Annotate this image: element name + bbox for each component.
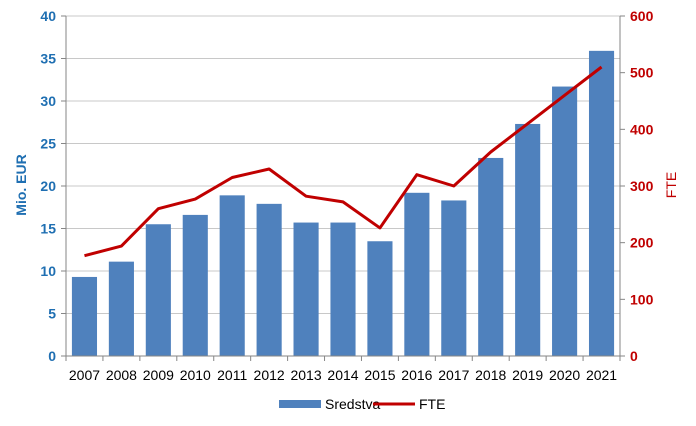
right-axis-title: FTE [663, 172, 679, 198]
bar-2018 [478, 157, 504, 356]
x-axis-ticks: 2007 2008 2009 2010 2011 2012 2013 2014 2015 2016… [69, 367, 617, 383]
right-tick-label: 400 [630, 121, 654, 137]
bar-2010 [182, 214, 208, 356]
left-tick-label: 30 [40, 93, 56, 109]
left-axis-title: Mio. EUR [13, 154, 29, 215]
bar-2020 [552, 86, 578, 357]
bar-2009 [145, 224, 171, 356]
bar-2013 [293, 222, 319, 356]
left-tick-label: 15 [40, 221, 56, 237]
right-tick-label: 0 [630, 348, 638, 364]
left-tick-label: 40 [40, 8, 56, 24]
left-axis-ticks: 0 5 10 15 20 25 30 35 40 [40, 8, 56, 364]
left-tick-label: 25 [40, 136, 56, 152]
x-tick-label-2014: 2014 [327, 367, 358, 383]
bar-2011 [219, 195, 245, 356]
x-tick-label-2018: 2018 [475, 367, 506, 383]
x-tick-label-2007: 2007 [69, 367, 100, 383]
bar-2016 [404, 192, 430, 356]
bar-2017 [441, 200, 467, 356]
bar-2007 [71, 276, 98, 356]
bar-2019 [515, 123, 541, 356]
right-tick-label: 300 [630, 178, 654, 194]
x-tick-label-2010: 2010 [180, 367, 211, 383]
x-tick-label-2008: 2008 [106, 367, 137, 383]
fte-line [84, 65, 603, 258]
x-tick-label-2017: 2017 [438, 367, 469, 383]
right-axis-ticks: 0 100 200 300 400 500 600 [630, 8, 654, 364]
bar-2015 [367, 241, 393, 356]
axes [61, 15, 625, 361]
x-tick-label-2011: 2011 [217, 367, 247, 383]
x-tick-label-2020: 2020 [549, 367, 580, 383]
x-tick-label-2021: 2021 [586, 367, 617, 383]
bar-2012 [256, 203, 282, 356]
right-tick-label: 100 [630, 291, 654, 307]
x-tick-label-2016: 2016 [401, 367, 432, 383]
left-tick-label: 0 [48, 348, 56, 364]
bar-2014 [330, 222, 356, 356]
x-tick-label-2013: 2013 [290, 367, 321, 383]
x-tick-label-2012: 2012 [254, 367, 285, 383]
bar-2021 [588, 50, 615, 356]
x-tick-label-2009: 2009 [143, 367, 174, 383]
bar-series [71, 50, 615, 357]
left-tick-label: 10 [40, 263, 56, 279]
right-tick-label: 600 [630, 8, 654, 24]
legend-swatch-sredstva [279, 400, 321, 408]
right-tick-label: 200 [630, 235, 654, 251]
legend: Sredstva FTE [279, 396, 445, 412]
left-tick-label: 20 [40, 178, 56, 194]
bar-2008 [108, 261, 134, 356]
legend-label-fte: FTE [419, 396, 445, 412]
x-tick-label-2015: 2015 [364, 367, 395, 383]
left-tick-label: 35 [40, 51, 56, 67]
right-tick-label: 500 [630, 65, 654, 81]
legend-label-sredstva: Sredstva [325, 396, 380, 412]
left-tick-label: 5 [48, 306, 56, 322]
x-tick-label-2019: 2019 [512, 367, 543, 383]
line-series [84, 65, 603, 258]
